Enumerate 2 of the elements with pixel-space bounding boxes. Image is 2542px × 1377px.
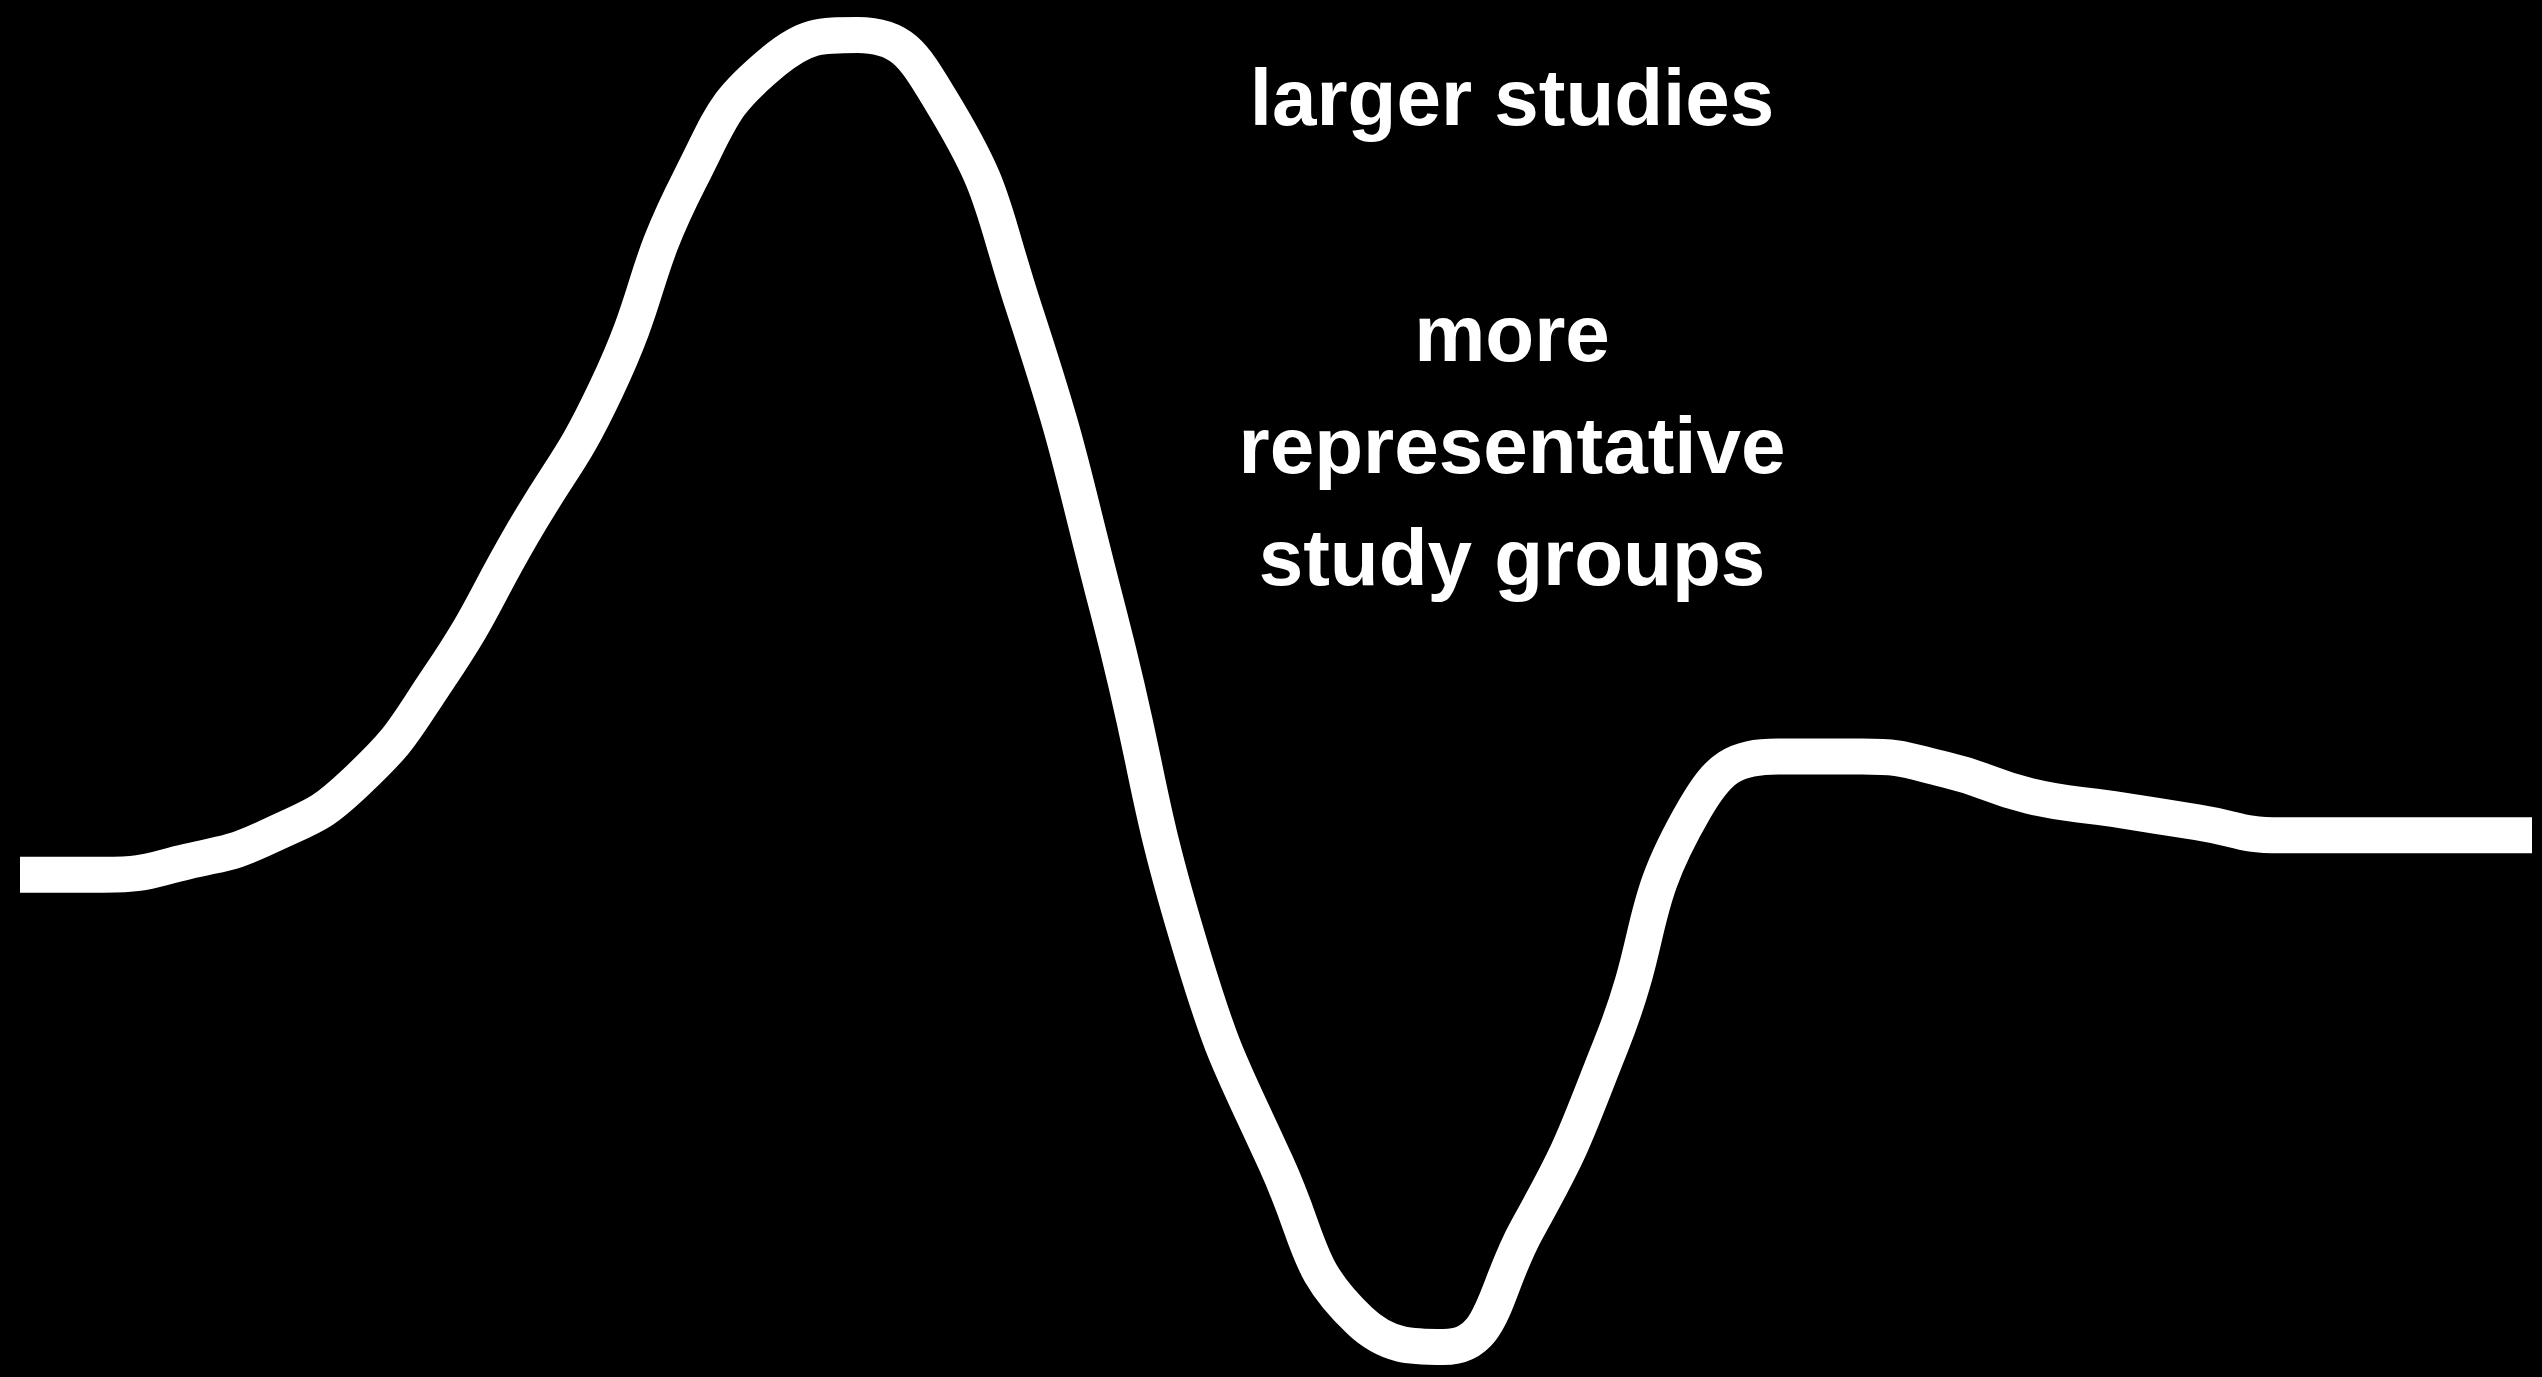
annotation: more representative study groups (1238, 288, 1786, 602)
annotation: larger studies (1249, 52, 1775, 142)
